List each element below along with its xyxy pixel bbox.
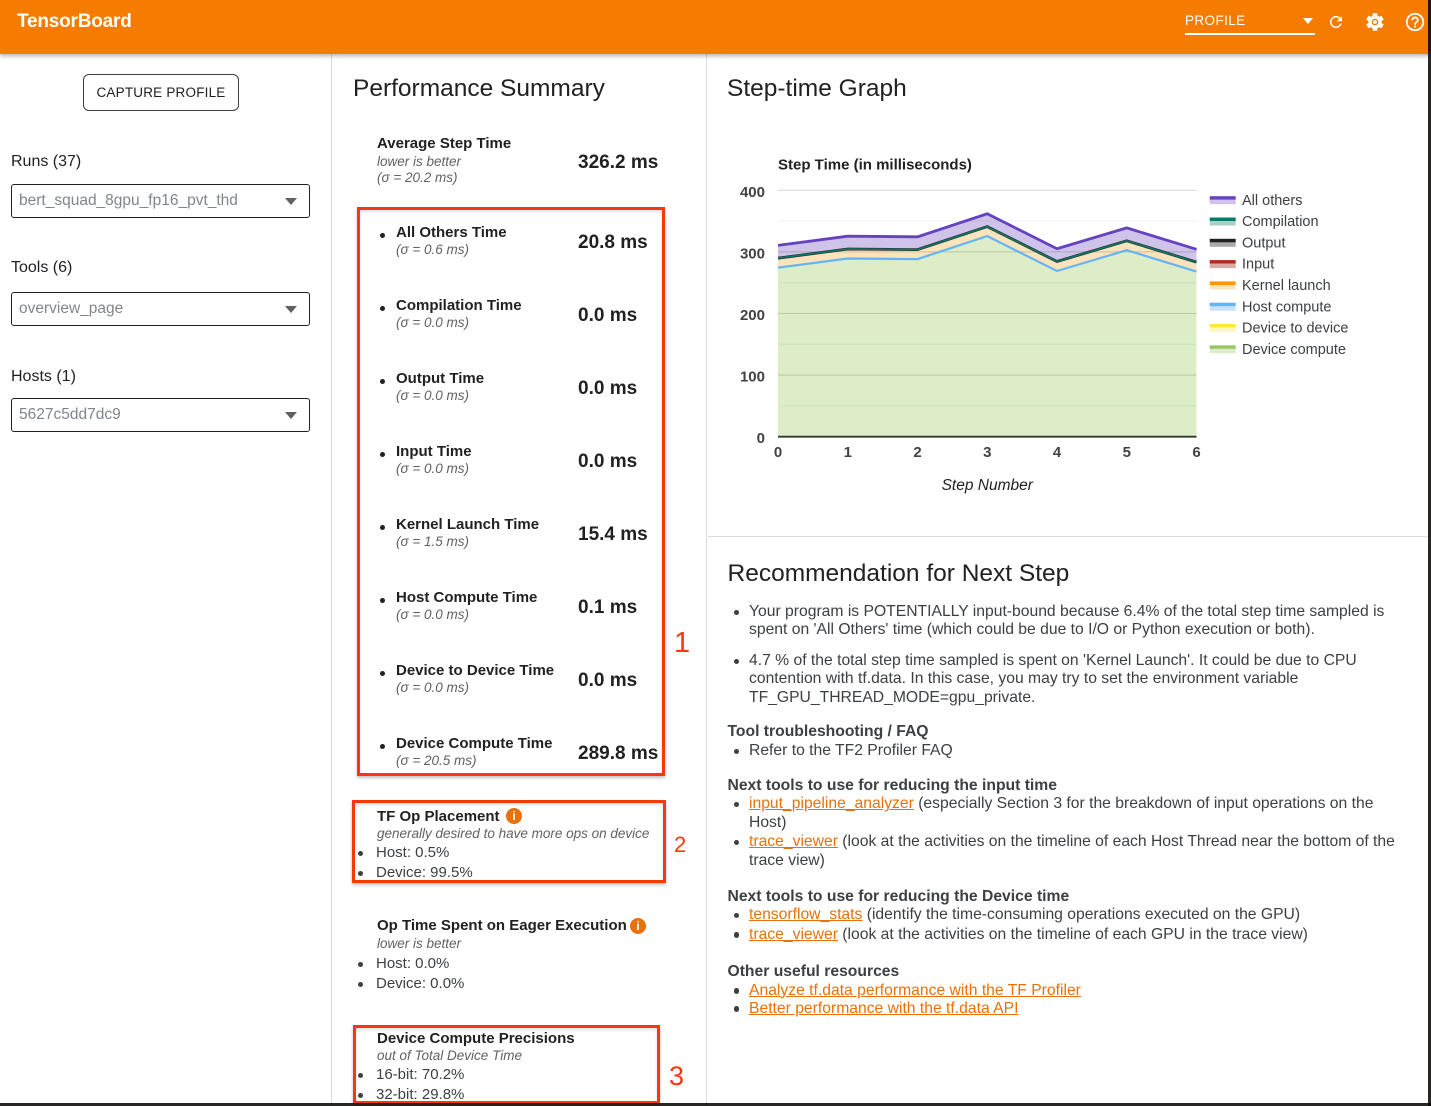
svg-text:5: 5 <box>1123 444 1131 461</box>
svg-text:Compilation: Compilation <box>1242 214 1319 230</box>
svg-text:300: 300 <box>740 245 765 262</box>
svg-text:2: 2 <box>913 444 921 461</box>
svg-text:Device compute: Device compute <box>1242 342 1346 358</box>
svg-text:3: 3 <box>983 444 991 461</box>
svg-text:0: 0 <box>774 444 782 461</box>
svg-text:0: 0 <box>757 430 765 447</box>
svg-text:Kernel launch: Kernel launch <box>1242 278 1331 294</box>
svg-text:Host compute: Host compute <box>1242 299 1331 315</box>
svg-text:4: 4 <box>1053 444 1062 461</box>
svg-text:Step Time (in milliseconds): Step Time (in milliseconds) <box>778 157 972 174</box>
svg-text:6: 6 <box>1192 444 1200 461</box>
svg-text:200: 200 <box>740 307 765 324</box>
svg-text:1: 1 <box>844 444 852 461</box>
svg-text:Step Number: Step Number <box>942 477 1034 494</box>
svg-text:Output: Output <box>1242 235 1286 251</box>
svg-text:Device to device: Device to device <box>1242 321 1348 337</box>
svg-text:100: 100 <box>740 369 765 386</box>
svg-text:400: 400 <box>740 184 765 201</box>
svg-text:Input: Input <box>1242 257 1274 273</box>
svg-text:All others: All others <box>1242 193 1302 209</box>
